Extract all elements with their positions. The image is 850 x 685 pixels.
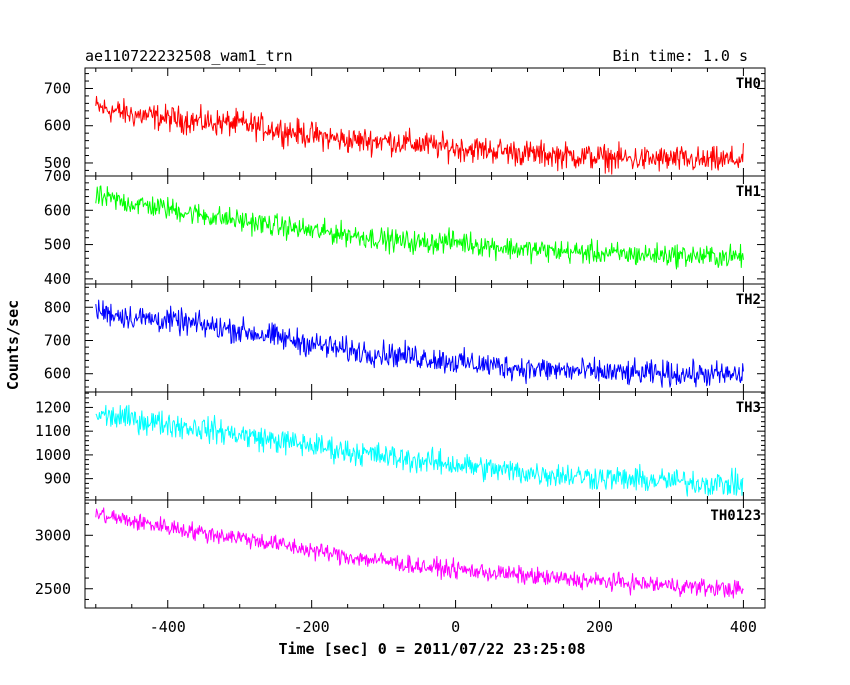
series-line-th2 <box>95 299 744 388</box>
y-tick-label: 1000 <box>35 446 71 464</box>
y-tick-label: 600 <box>44 365 71 383</box>
y-tick-label: 700 <box>44 167 71 185</box>
panel-frame <box>84 391 766 501</box>
series-line-th3 <box>95 404 744 497</box>
panel-label: TH0 <box>736 76 761 92</box>
panel-label: TH0123 <box>710 508 761 524</box>
panel-frame <box>84 499 766 609</box>
panel-frame <box>84 283 766 393</box>
series-line-th0123 <box>95 507 744 599</box>
panel-label: TH3 <box>736 400 761 416</box>
y-tick-label: 700 <box>44 331 71 349</box>
y-tick-label: 1200 <box>35 398 71 416</box>
chart-title: ae110722232508_wam1_trn <box>85 47 293 65</box>
x-tick-label: 0 <box>451 618 460 636</box>
y-tick-label: 700 <box>44 79 71 97</box>
y-tick-label: 500 <box>44 236 71 254</box>
y-tick-label: 3000 <box>35 526 71 544</box>
panels-group: 500 600 700 TH0 400 500 600 700 TH1 600 700 800 TH2 9… <box>35 67 766 636</box>
panel-label: TH1 <box>736 184 761 200</box>
series-line-th0 <box>95 95 744 175</box>
panel-th0: 500 600 700 TH0 <box>44 67 766 177</box>
panel-th0123: 2500 3000 TH0123 -400 -200 0 200 400 <box>35 499 766 636</box>
panel-label: TH2 <box>736 292 761 308</box>
x-tick-label: 200 <box>586 618 613 636</box>
panel-th2: 600 700 800 TH2 <box>44 283 766 393</box>
series-line-th1 <box>95 185 744 270</box>
x-tick-label: -200 <box>294 618 330 636</box>
y-tick-label: 1100 <box>35 422 71 440</box>
y-axis-title: Counts/sec <box>4 300 22 390</box>
y-tick-label: 600 <box>44 117 71 135</box>
y-tick-label: 900 <box>44 470 71 488</box>
panel-th1: 400 500 600 700 TH1 <box>44 167 766 288</box>
x-tick-label: -400 <box>150 618 186 636</box>
y-tick-label: 400 <box>44 270 71 288</box>
x-tick-label: 400 <box>730 618 757 636</box>
bin-time-label: Bin time: 1.0 s <box>613 47 748 65</box>
panel-frame <box>84 175 766 285</box>
x-axis-title: Time [sec] 0 = 2011/07/22 23:25:08 <box>278 640 585 658</box>
y-tick-label: 600 <box>44 201 71 219</box>
y-tick-label: 800 <box>44 298 71 316</box>
y-tick-label: 2500 <box>35 580 71 598</box>
y-tick-label: 500 <box>44 154 71 172</box>
panel-th3: 900 1000 1100 1200 TH3 <box>35 391 766 501</box>
